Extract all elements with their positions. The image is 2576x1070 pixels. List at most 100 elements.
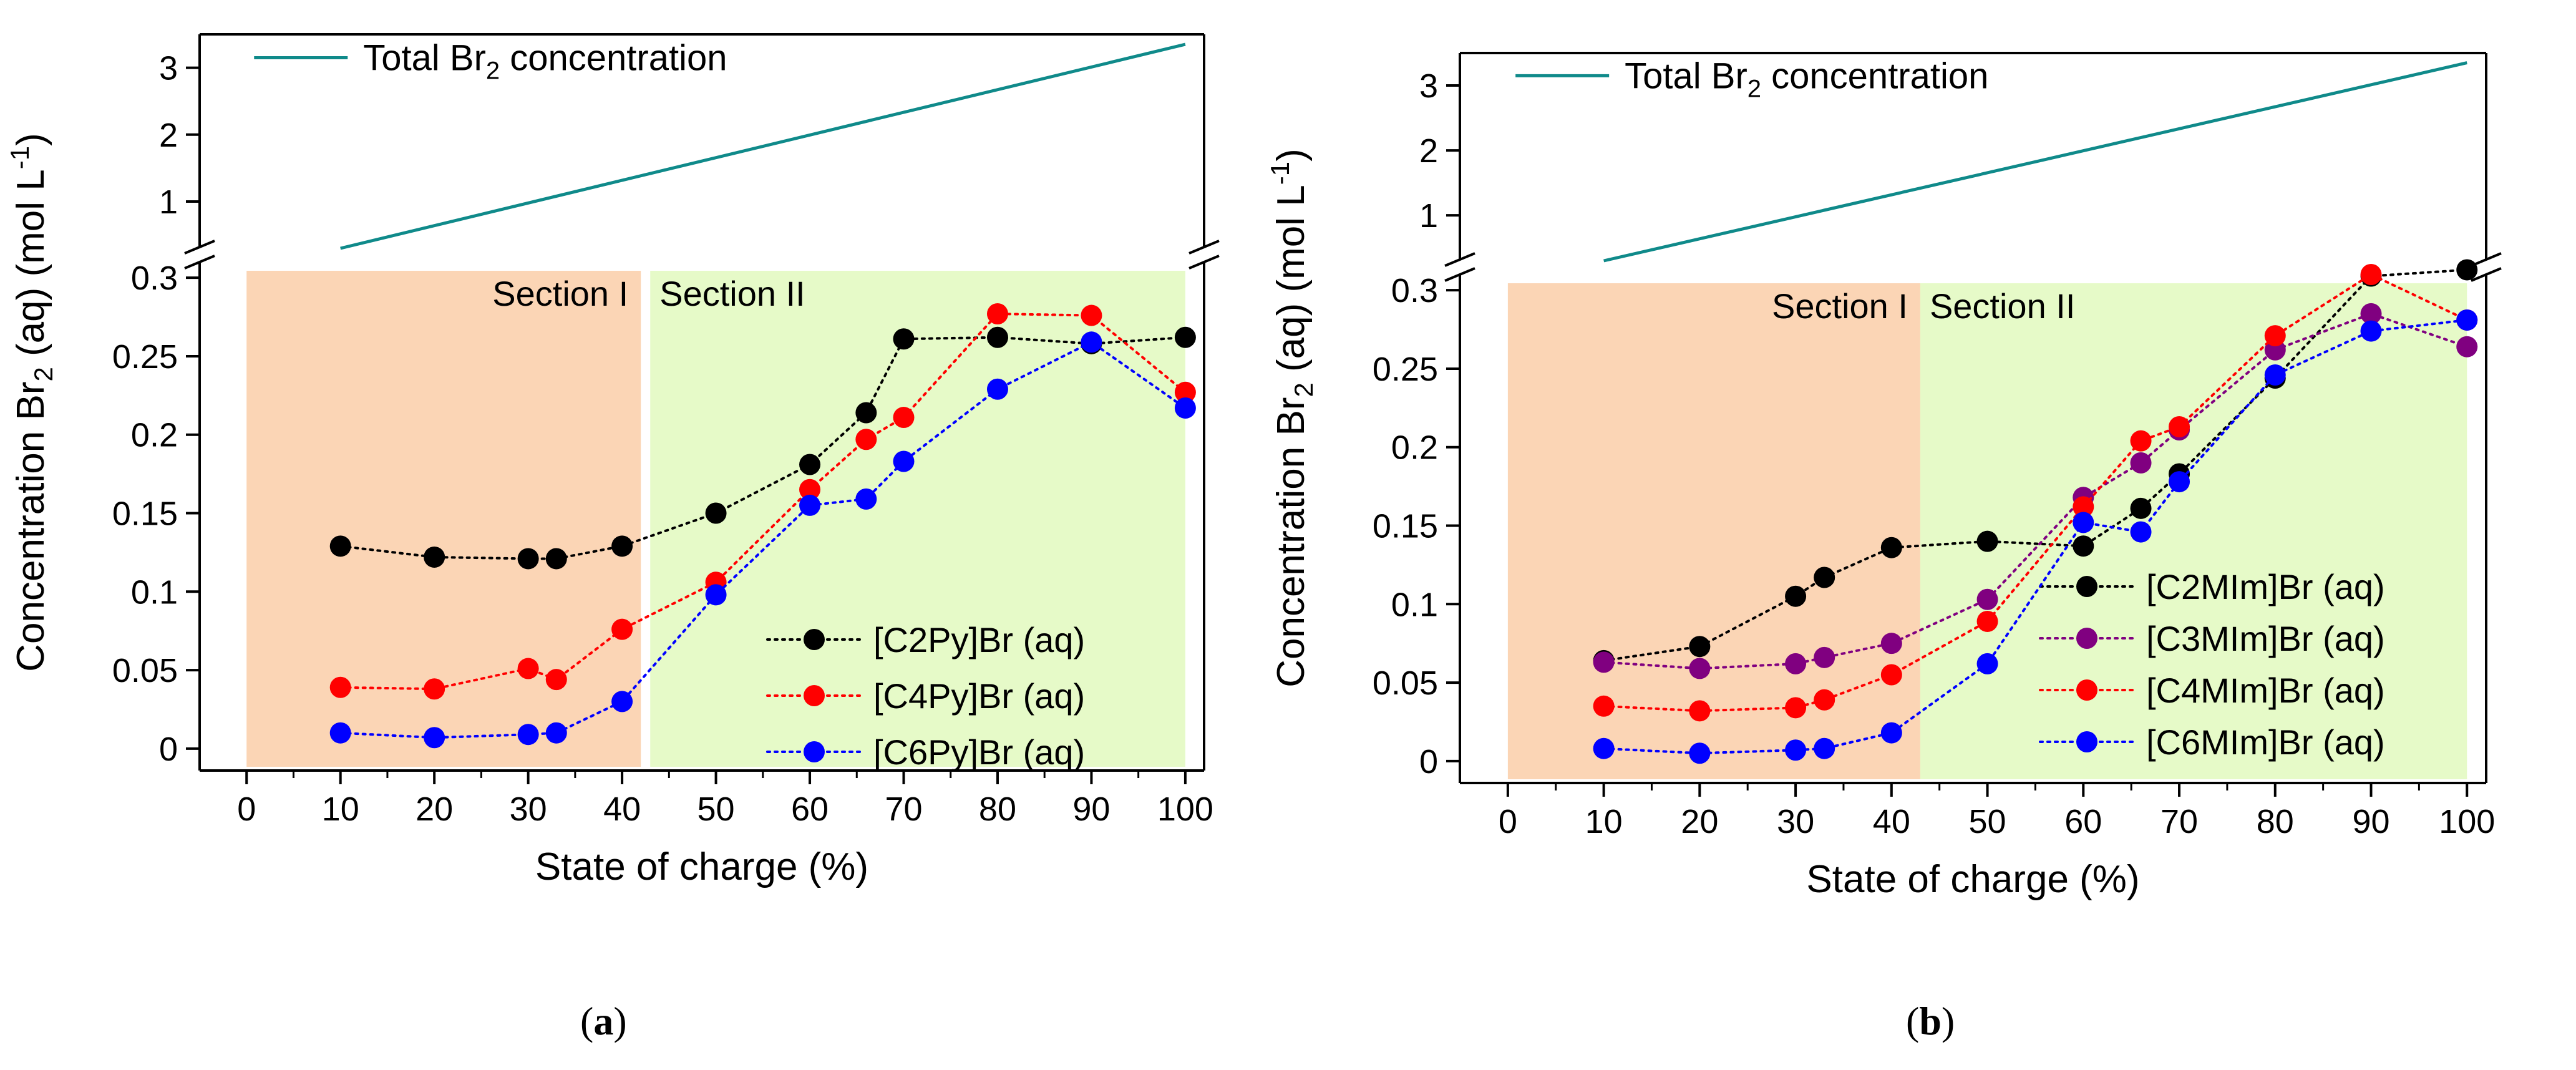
- data-point-3-b: [1880, 664, 1902, 686]
- panel-label-a-letter: a: [593, 999, 614, 1043]
- legend-marker-2-b: [2076, 628, 2097, 649]
- x-tick-label-a: 50: [697, 790, 735, 828]
- data-point-4-b: [1593, 737, 1615, 759]
- x-tick-label-b: 50: [1969, 803, 2006, 840]
- data-point-1-b: [1880, 537, 1902, 558]
- x-tick-label-a: 10: [322, 790, 359, 828]
- chart-panel-b: Section I Section II0 10 20 30 40 50 60 70 80 90 10…: [1265, 52, 2502, 901]
- y-tick-label-upper-a: 2: [159, 117, 178, 154]
- data-point-1-b: [1689, 636, 1711, 658]
- axis-break-mark-a: [1188, 255, 1220, 270]
- data-point-4-b: [2360, 320, 2382, 342]
- y-tick-label-lower-a: 0.05: [112, 652, 178, 689]
- data-point-2-a: [611, 618, 633, 640]
- data-point-2-b: [2456, 336, 2478, 357]
- data-point-1-b: [1976, 530, 1998, 552]
- x-tick-label-a: 70: [885, 790, 922, 828]
- y-tick-label-upper-b: 3: [1419, 67, 1438, 105]
- data-point-3-b: [1689, 700, 1711, 722]
- x-tick-label-b: 0: [1499, 803, 1517, 840]
- y-tick-label-lower-a: 0: [159, 731, 178, 768]
- y-tick-label-upper-b: 2: [1419, 132, 1438, 170]
- total-br2-legend-label-b: Total Br2 concentration: [1625, 56, 1988, 102]
- data-point-1-b: [2130, 497, 2152, 519]
- x-tick-label-b: 60: [2064, 803, 2102, 840]
- legend-marker-1-a: [804, 629, 825, 650]
- axis-break-mark-a: [184, 255, 215, 270]
- data-point-3-b: [2360, 264, 2382, 285]
- data-point-4-b: [2456, 309, 2478, 331]
- y-tick-label-lower-a: 0.2: [131, 417, 178, 454]
- y-tick-label-lower-a: 0.1: [131, 573, 178, 611]
- data-point-3-a: [611, 691, 633, 713]
- data-point-2-a: [424, 678, 445, 700]
- series-line-4-b: [1602, 318, 2469, 755]
- y-tick-label-lower-a: 0.15: [112, 495, 178, 533]
- data-point-1-b: [2456, 259, 2478, 281]
- y-axis-label-b: Concentration Br2 (aq) (mol L-1): [1265, 148, 1318, 688]
- series-line-1-b: [1602, 268, 2469, 662]
- x-tick-label-a: 80: [979, 790, 1016, 828]
- data-point-3-b: [2169, 416, 2190, 438]
- x-tick-label-a: 0: [237, 790, 256, 828]
- x-tick-label-a: 100: [1157, 790, 1213, 828]
- data-point-2-b: [2130, 452, 2152, 474]
- data-point-3-a: [855, 488, 877, 510]
- data-point-2-a: [545, 669, 567, 691]
- data-point-3-b: [1976, 610, 1998, 632]
- y-tick-label-lower-b: 0.2: [1391, 429, 1438, 467]
- x-axis-label-a: State of charge (%): [535, 845, 868, 888]
- section-label-2-b: Section II: [1930, 286, 2075, 326]
- data-point-1-a: [705, 502, 727, 524]
- section-band-2-b: [1920, 283, 2467, 779]
- section-label-2-a: Section II: [659, 274, 805, 313]
- data-point-2-b: [2360, 303, 2382, 324]
- legend-label-3-a: [C6Py]Br (aq): [873, 732, 1085, 772]
- legend-marker-3-a: [804, 741, 825, 762]
- y-tick-label-lower-b: 0.25: [1373, 351, 1438, 388]
- data-point-1-a: [799, 454, 821, 475]
- axes-frame-a: [184, 33, 1220, 772]
- y-tick-label-lower-b: 0.15: [1373, 508, 1438, 545]
- data-point-2-b: [1976, 588, 1998, 610]
- y-tick-label-lower-b: 0.1: [1391, 586, 1438, 623]
- legend-label-1-b: [C2MIm]Br (aq): [2146, 567, 2385, 606]
- data-point-2-a: [893, 407, 915, 429]
- data-point-1-a: [611, 535, 633, 557]
- axis-break-mark-b: [1444, 252, 1475, 267]
- data-point-4-b: [2264, 364, 2286, 386]
- total-br2-line-a: [340, 42, 1186, 250]
- data-point-3-a: [705, 584, 727, 606]
- series-line-2-b: [1602, 312, 2469, 670]
- y-axis-label-a: Concentration Br2 (aq) (mol L-1): [5, 133, 58, 672]
- data-point-2-b: [1785, 653, 1807, 674]
- data-point-4-b: [2169, 471, 2190, 493]
- panel-label-a: (a): [580, 999, 627, 1043]
- data-point-3-a: [893, 450, 915, 472]
- data-point-3-a: [799, 494, 821, 516]
- data-point-1-a: [986, 326, 1008, 348]
- x-tick-label-a: 30: [510, 790, 547, 828]
- total-br2-line-b: [1603, 61, 2467, 263]
- data-point-3-a: [545, 722, 567, 744]
- series-line-2-a: [339, 313, 1187, 691]
- data-point-3-b: [1593, 695, 1615, 717]
- data-point-4-b: [1976, 653, 1998, 674]
- data-point-3-a: [517, 724, 539, 746]
- x-axis-label-b: State of charge (%): [1806, 858, 2139, 901]
- series-line-3-a: [339, 340, 1187, 739]
- chart-panel-a: Section I Section II0 10 20 30 40 50 60 70 80 90 10…: [5, 33, 1220, 888]
- x-tick-label-b: 40: [1873, 803, 1910, 840]
- data-point-2-b: [1880, 633, 1902, 654]
- legend-label-2-b: [C3MIm]Br (aq): [2146, 619, 2385, 658]
- data-point-3-a: [1174, 397, 1196, 419]
- section-label-1-b: Section I: [1772, 286, 1908, 326]
- axis-break-mark-a: [184, 240, 215, 255]
- data-point-3-b: [2073, 496, 2094, 518]
- data-point-1-a: [855, 402, 877, 424]
- x-tick-label-a: 90: [1072, 790, 1110, 828]
- legend-marker-2-a: [804, 685, 825, 706]
- data-point-2-b: [1593, 651, 1615, 673]
- y-tick-label-lower-b: 0.3: [1391, 272, 1438, 309]
